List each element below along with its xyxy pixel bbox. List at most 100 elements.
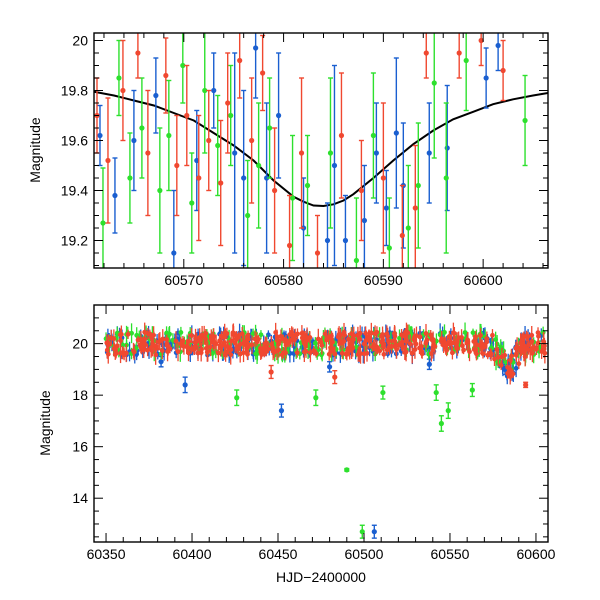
band-data-point bbox=[192, 344, 198, 350]
data-point bbox=[332, 374, 338, 380]
band-data-point bbox=[150, 341, 156, 347]
band-data-point bbox=[529, 332, 535, 338]
data-point bbox=[180, 62, 186, 69]
data-point bbox=[145, 150, 151, 156]
band-data-point bbox=[249, 342, 255, 348]
band-data-point bbox=[447, 340, 452, 345]
band-data-point bbox=[336, 332, 342, 337]
band-data-point bbox=[294, 350, 300, 356]
data-point bbox=[289, 195, 296, 201]
data-point bbox=[344, 467, 350, 473]
band-data-point bbox=[503, 359, 509, 365]
band-data-point bbox=[219, 342, 225, 348]
data-point bbox=[116, 75, 122, 81]
data-point bbox=[415, 182, 421, 189]
band-data-point bbox=[234, 337, 239, 342]
band-data-point bbox=[201, 332, 207, 338]
band-data-point bbox=[389, 343, 395, 349]
band-data-point bbox=[456, 335, 462, 341]
band-data-point bbox=[541, 338, 546, 344]
x-tick-label: 60450 bbox=[259, 546, 298, 562]
data-point bbox=[426, 361, 432, 367]
band-data-point bbox=[330, 339, 336, 345]
data-point bbox=[174, 162, 180, 169]
band-data-point bbox=[289, 329, 295, 335]
data-point bbox=[139, 125, 145, 131]
band-data-point bbox=[286, 340, 292, 346]
y-tick-label: 16 bbox=[72, 439, 88, 455]
data-point bbox=[272, 187, 278, 194]
band-data-point bbox=[453, 345, 459, 351]
band-data-point bbox=[312, 340, 318, 346]
band-data-point bbox=[157, 338, 163, 344]
x-tick-label: 60550 bbox=[431, 546, 470, 562]
band-data-point bbox=[403, 339, 409, 344]
data-point bbox=[228, 112, 234, 119]
data-point bbox=[131, 137, 137, 144]
data-point bbox=[275, 112, 282, 119]
band-data-point bbox=[536, 333, 541, 339]
data-point bbox=[189, 200, 195, 206]
y-tick-label: 18 bbox=[72, 387, 88, 403]
band-data-point bbox=[153, 352, 159, 358]
data-point bbox=[371, 529, 377, 535]
band-data-point bbox=[195, 350, 201, 356]
band-data-point bbox=[337, 340, 343, 346]
data-point bbox=[278, 408, 285, 414]
band-data-point bbox=[237, 351, 243, 357]
data-point bbox=[202, 87, 208, 94]
band-data-point bbox=[318, 339, 324, 345]
data-point bbox=[215, 142, 221, 149]
data-point bbox=[304, 182, 311, 189]
band-data-point bbox=[417, 345, 422, 351]
band-data-point bbox=[184, 344, 190, 350]
data-point bbox=[232, 150, 238, 156]
band-data-point bbox=[164, 343, 170, 348]
data-point bbox=[431, 80, 437, 86]
band-data-point bbox=[303, 339, 308, 345]
top-y-axis-title: Magnitude bbox=[27, 117, 43, 183]
data-point bbox=[469, 387, 475, 393]
x-tick-label: 60600 bbox=[516, 546, 555, 562]
data-point bbox=[163, 72, 169, 79]
band-data-point bbox=[123, 350, 129, 356]
data-point bbox=[433, 389, 439, 396]
data-point bbox=[370, 132, 376, 139]
band-data-point bbox=[474, 351, 479, 357]
data-point bbox=[444, 145, 450, 151]
band-data-point bbox=[516, 361, 522, 367]
band-data-point bbox=[120, 342, 126, 348]
band-data-point bbox=[159, 348, 165, 354]
data-point bbox=[135, 50, 141, 56]
x-tick-label: 60590 bbox=[364, 272, 403, 288]
band-data-point bbox=[141, 340, 147, 346]
x-tick-label: 60570 bbox=[164, 272, 203, 288]
band-data-point bbox=[112, 346, 117, 351]
band-data-point bbox=[173, 338, 179, 344]
band-data-point bbox=[258, 332, 264, 338]
data-point bbox=[256, 162, 262, 169]
band-data-point bbox=[228, 352, 234, 358]
data-point bbox=[423, 50, 429, 56]
band-data-point bbox=[462, 330, 468, 335]
band-data-point bbox=[403, 349, 409, 355]
band-data-point bbox=[193, 336, 198, 342]
band-data-point bbox=[371, 342, 377, 347]
data-point bbox=[267, 125, 273, 131]
band-data-point bbox=[513, 345, 519, 351]
zoomed-light-curve-panel: 60570 60580 60590 60600 19.2 19.4 19.6 19.8 20 M… bbox=[27, 32, 549, 288]
band-data-point bbox=[461, 347, 466, 353]
data-point bbox=[338, 132, 345, 139]
data-point bbox=[342, 237, 349, 244]
data-point bbox=[112, 192, 118, 199]
data-point bbox=[500, 67, 506, 74]
data-point bbox=[386, 245, 392, 251]
band-data-point bbox=[324, 337, 329, 343]
band-data-point bbox=[326, 351, 332, 357]
model-curve bbox=[94, 90, 548, 208]
band-data-point bbox=[542, 343, 547, 349]
band-data-point bbox=[439, 336, 445, 342]
data-point bbox=[523, 382, 529, 388]
band-data-point bbox=[237, 342, 243, 347]
data-point bbox=[245, 212, 251, 219]
